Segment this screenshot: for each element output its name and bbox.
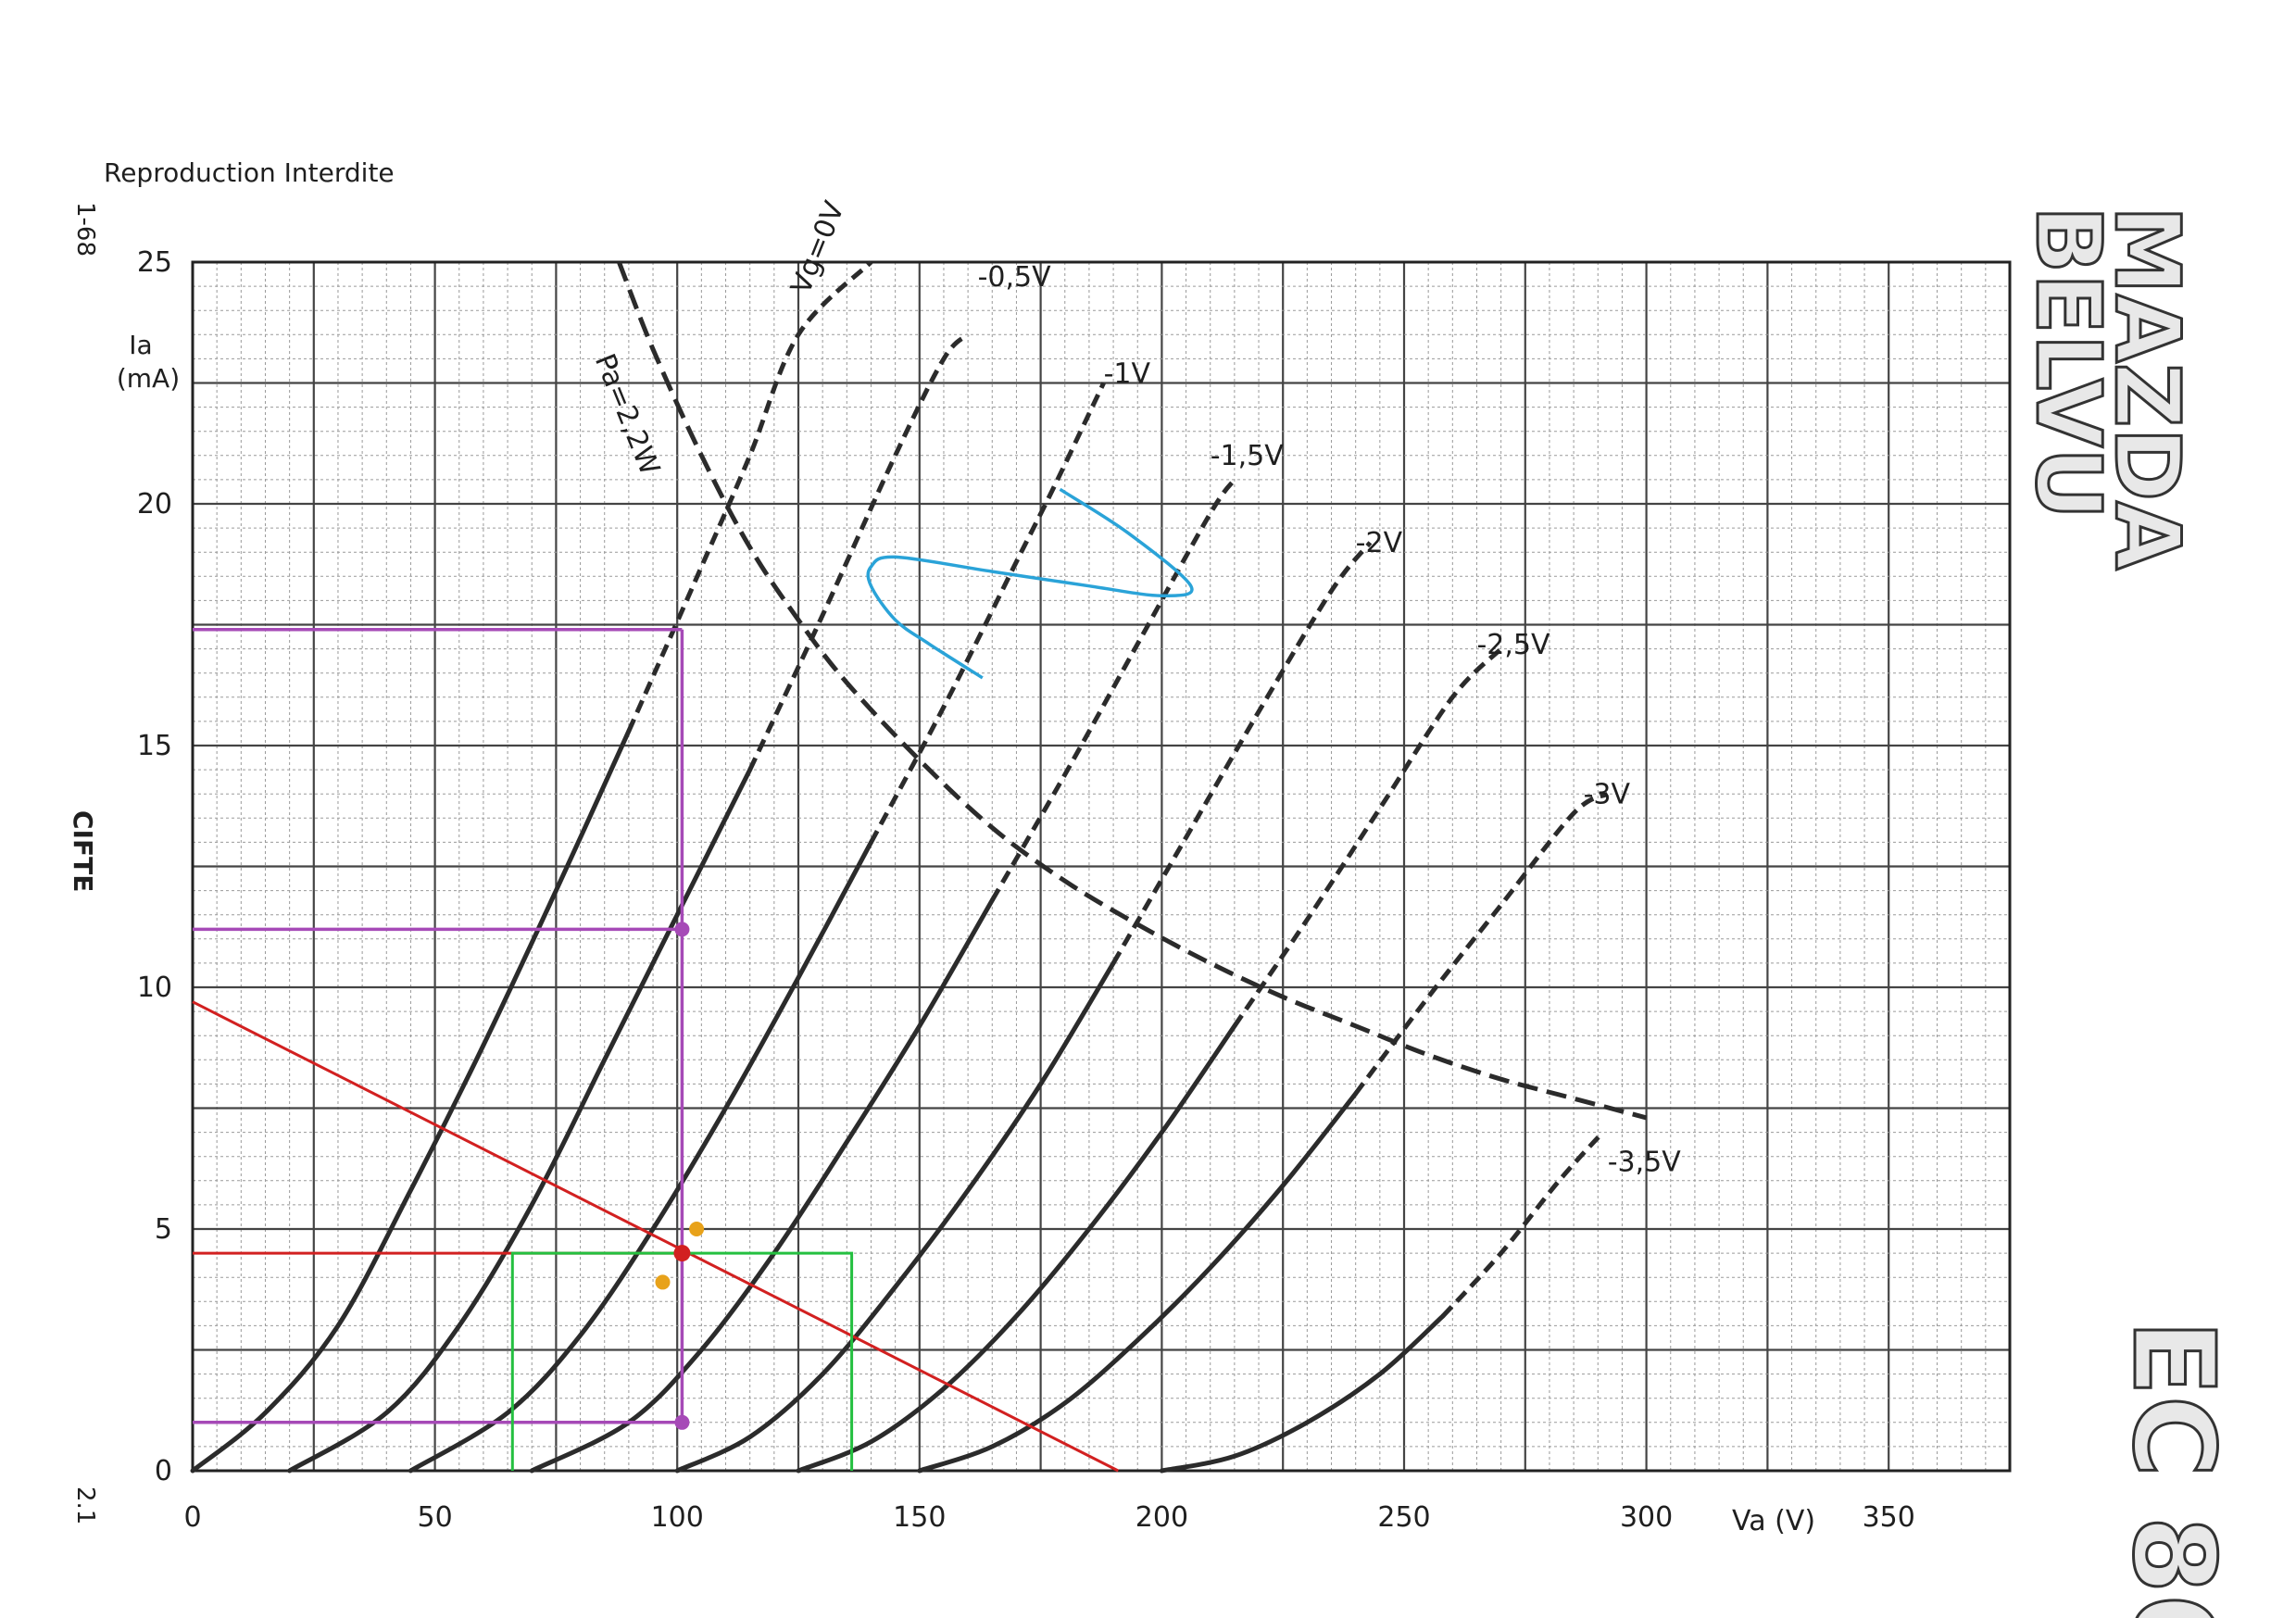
series-line-solid xyxy=(529,897,995,1474)
x-tick-label: 50 xyxy=(418,1501,453,1534)
y-axis-label-line-2: (mA) xyxy=(117,363,180,394)
y-tick-label: 5 xyxy=(155,1213,172,1246)
power-limit-curve xyxy=(617,261,1648,1121)
page-ref-bottom: 2.1 xyxy=(71,1486,99,1524)
series-line-dashed xyxy=(990,478,1236,902)
power-curve-label: Pa=2,2W xyxy=(588,349,666,480)
y-tick-label: 15 xyxy=(137,730,172,762)
tube-type-label: EC 86 xyxy=(2108,1320,2237,1618)
orange-point xyxy=(689,1222,705,1236)
series-line-dashed xyxy=(869,382,1106,844)
series-line-dashed xyxy=(626,260,873,733)
x-tick-label: 200 xyxy=(1135,1501,1188,1534)
series-line-solid xyxy=(190,728,632,1474)
series-label: -3V xyxy=(1584,779,1631,811)
x-tick-label: 150 xyxy=(893,1501,946,1534)
side-label: CIFTE xyxy=(68,810,98,892)
series-label: Vg=0V xyxy=(784,196,851,298)
series-line-dashed xyxy=(1353,791,1609,1096)
series-label: -2,5V xyxy=(1476,629,1550,661)
x-axis-label: Va (V) xyxy=(1732,1505,1815,1537)
series-line-dashed xyxy=(1110,541,1373,965)
series-line-dashed xyxy=(1441,1130,1605,1318)
series-line-dashed xyxy=(747,332,970,771)
series-label: -1V xyxy=(1104,358,1151,391)
purple-point xyxy=(674,922,690,937)
brand-logo-line-2: BELVU xyxy=(2016,206,2120,520)
load-line xyxy=(192,1000,1119,1473)
y-tick-label: 0 xyxy=(155,1455,172,1487)
operating-point xyxy=(673,1245,691,1262)
x-tick-label: 0 xyxy=(183,1501,201,1534)
series-group xyxy=(190,260,1648,1474)
labels-group: 0 50 100 150 200 250 300 350 0 5 10 15 20 25 Vg=0V -0,5… xyxy=(137,196,1915,1534)
series-line-solid xyxy=(796,1023,1237,1474)
series-line-solid xyxy=(917,1091,1359,1474)
page-ref-top: 1-68 xyxy=(71,202,99,257)
annotations-group xyxy=(192,487,1194,1473)
series-line-solid xyxy=(674,960,1116,1474)
series-label: -2V xyxy=(1356,527,1403,559)
plot-border xyxy=(191,260,2012,1473)
series-line-solid xyxy=(1159,1313,1446,1474)
grid xyxy=(191,260,2012,1473)
x-tick-label: 350 xyxy=(1863,1501,1915,1534)
x-tick-label: 300 xyxy=(1620,1501,1673,1534)
y-tick-label: 10 xyxy=(137,972,172,1004)
y-axis-label-line-1: Ia xyxy=(129,330,152,360)
purple-point xyxy=(674,1414,690,1430)
series-label: -1,5V xyxy=(1211,440,1285,472)
series-label: -0,5V xyxy=(978,261,1052,294)
x-tick-label: 100 xyxy=(651,1501,704,1534)
series-line-solid xyxy=(408,839,873,1474)
blue-loop-curve xyxy=(866,487,1194,680)
series-line-solid xyxy=(287,767,753,1474)
y-tick-label: 20 xyxy=(137,488,172,521)
reproduction-notice: Reproduction Interdite xyxy=(104,157,395,188)
x-tick-label: 250 xyxy=(1377,1501,1430,1534)
plot-frame xyxy=(191,260,2012,1473)
y-tick-label: 25 xyxy=(137,246,172,279)
series-line-dashed xyxy=(1232,646,1503,1028)
orange-point xyxy=(655,1274,671,1290)
series-label: -3,5V xyxy=(1608,1146,1682,1178)
brand-logo-line-1: MAZDA xyxy=(2095,206,2199,570)
